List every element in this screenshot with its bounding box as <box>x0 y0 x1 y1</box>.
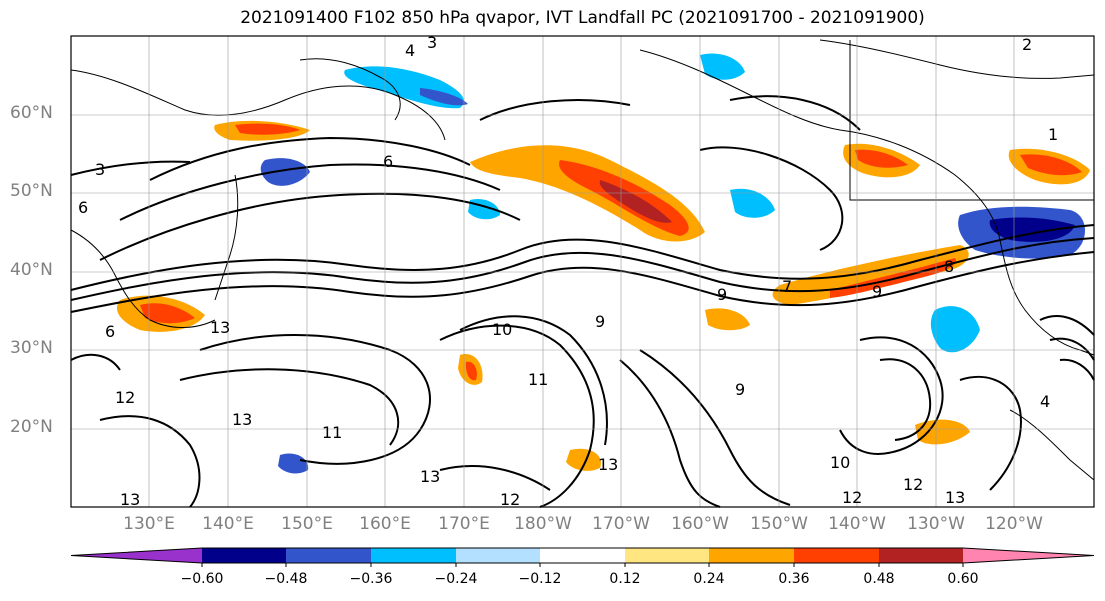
colorbar-tick-label: 0.12 <box>609 571 641 587</box>
colorbar-segment <box>794 548 879 563</box>
anomaly-positive-kamchatka-core <box>235 123 300 135</box>
contour-label: 9 <box>717 285 727 304</box>
anomaly-positive-bc-core <box>855 149 908 168</box>
contour-label: 8 <box>944 257 954 276</box>
colorbar-segment <box>202 548 286 563</box>
contour-label: 13 <box>120 490 140 509</box>
contour-label: 11 <box>322 423 342 442</box>
colorbar <box>70 547 1095 567</box>
colorbar-tick-label: −0.12 <box>518 571 562 587</box>
colorbar-extend-min <box>71 548 202 563</box>
anomaly-positive-ne-pacific-core <box>830 258 956 298</box>
anomaly-negative-south <box>278 453 309 474</box>
ivt-contours <box>70 95 1095 508</box>
colorbar-segment <box>286 548 371 563</box>
contour-label: 12 <box>903 475 923 494</box>
colorbar-tick-label: 0.36 <box>778 571 810 587</box>
colorbar-tick-label: 0.48 <box>863 571 895 587</box>
lon-label: 170°E <box>438 514 490 534</box>
graticule <box>71 36 1094 507</box>
lat-label: 30°N <box>10 338 53 358</box>
contour-label: 9 <box>595 312 605 331</box>
anomaly-negative-gulf-patch <box>730 188 775 218</box>
contour-label: 1 <box>1048 125 1058 144</box>
lon-label: 150°W <box>750 514 808 534</box>
contour-label: 9 <box>872 282 882 301</box>
lon-label: 180°W <box>514 514 572 534</box>
anomaly-positive-canada-core <box>1020 154 1082 176</box>
lon-label: 120°W <box>985 514 1043 534</box>
contour-label: 13 <box>598 455 618 474</box>
colorbar-tick-label: −0.24 <box>434 571 478 587</box>
lon-label: 130°W <box>907 514 965 534</box>
lon-label: 140°E <box>202 514 254 534</box>
contour-label: 6 <box>78 198 88 217</box>
colorbar-tick-label: −0.48 <box>264 571 308 587</box>
contour-label: 12 <box>115 388 135 407</box>
colorbar-segment <box>456 548 540 563</box>
anomaly-positive-alaska-peak <box>599 180 672 223</box>
contour-label: 10 <box>492 320 512 339</box>
contour-label: 6 <box>105 322 115 341</box>
colorbar-segment <box>879 548 963 563</box>
anomaly-negative-bering-core <box>420 88 468 106</box>
contour-label: 13 <box>945 488 965 507</box>
contour-labels: 4 3 3 6 6 6 13 12 13 11 10 11 9 9 9 7 9 … <box>78 33 1058 509</box>
colorbar-segment <box>371 548 456 563</box>
qvapor-anomaly-shading <box>116 53 1090 474</box>
map-frame <box>70 35 1095 508</box>
lon-label: 140°W <box>828 514 886 534</box>
lon-label: 130°E <box>123 514 175 534</box>
contour-label: 10 <box>830 453 850 472</box>
colorbar-segment <box>625 548 709 563</box>
contour-label: 3 <box>427 33 437 52</box>
contour-label: 13 <box>420 467 440 486</box>
colorbar-tick-label: 0.24 <box>693 571 725 587</box>
contour-label: 12 <box>842 488 862 507</box>
anomaly-positive-japan-core <box>140 303 195 324</box>
contour-label: 9 <box>735 380 745 399</box>
anomaly-positive-subtropics <box>915 419 970 445</box>
anomaly-positive-south <box>566 448 601 471</box>
map-title: 2021091400 F102 850 hPa qvapor, IVT Land… <box>240 8 925 28</box>
lat-label: 50°N <box>10 181 53 201</box>
lat-label: 60°N <box>10 103 53 123</box>
contour-label: 11 <box>528 370 548 389</box>
anomaly-negative-ca-offshore <box>930 306 980 353</box>
contour-label: 3 <box>95 160 105 179</box>
contour-label: 13 <box>210 318 230 337</box>
lat-label: 40°N <box>10 260 53 280</box>
colorbar-tick-label: −0.60 <box>180 571 224 587</box>
anomaly-positive-central <box>705 308 750 331</box>
contour-label: 7 <box>782 277 792 296</box>
lon-label: 160°W <box>671 514 729 534</box>
anomaly-negative-nw-coast-core <box>989 217 1075 242</box>
lon-label: 170°W <box>592 514 650 534</box>
anomaly-negative-siberia <box>260 158 310 186</box>
colorbar-tick-label: −0.36 <box>349 571 393 587</box>
lat-label: 20°N <box>10 417 53 437</box>
anomaly-positive-hawaii-core <box>465 361 477 381</box>
colorbar-segment <box>540 548 625 563</box>
colorbar-tick-label: 0.60 <box>947 571 979 587</box>
contour-label: 4 <box>1040 392 1050 411</box>
lon-label: 160°E <box>359 514 411 534</box>
contour-label: 13 <box>232 410 252 429</box>
contour-label: 12 <box>500 490 520 509</box>
contour-label: 2 <box>1022 35 1032 54</box>
lon-label: 150°E <box>281 514 333 534</box>
contour-label: 4 <box>405 41 415 60</box>
colorbar-segment <box>709 548 794 563</box>
contour-label: 6 <box>383 152 393 171</box>
colorbar-extend-max <box>963 548 1094 563</box>
anomaly-negative-alaska-coast <box>700 53 745 80</box>
